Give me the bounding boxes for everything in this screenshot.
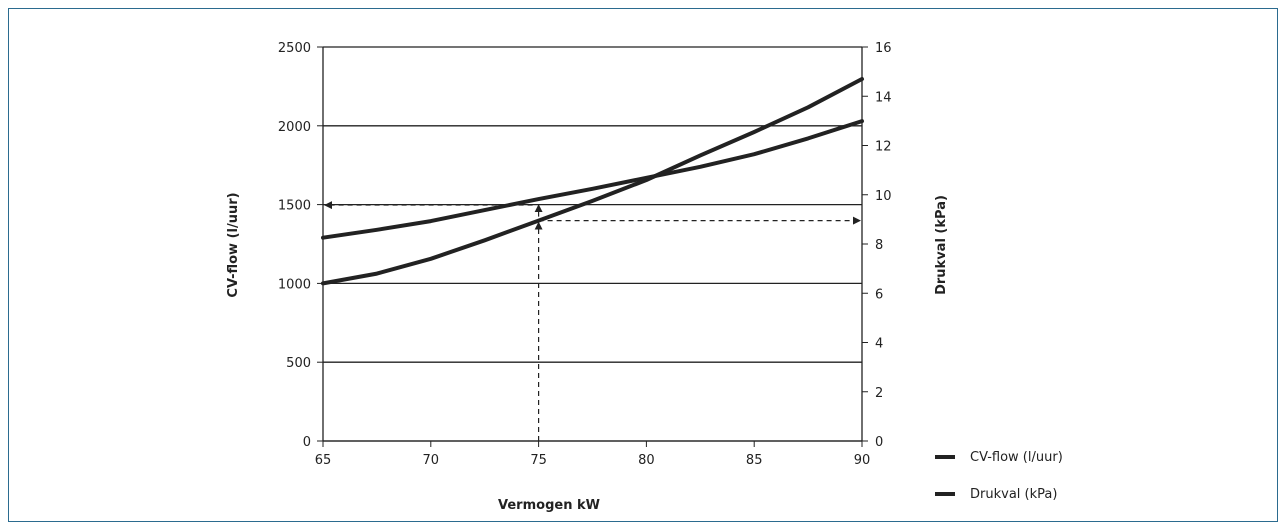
- x-tick-label: 90: [854, 453, 871, 468]
- y2-tick-labels: 0 2 4 6 8 10 12 14 16: [875, 41, 892, 450]
- y2-tick-label: 4: [875, 337, 883, 352]
- y2-tick-label: 6: [875, 287, 883, 302]
- y-tick-label: 500: [286, 356, 311, 371]
- series-line-drukval: [321, 77, 864, 286]
- y2-tick-label: 12: [875, 140, 892, 155]
- y2-tick-label: 0: [875, 435, 883, 450]
- y2-tick-label: 10: [875, 189, 892, 204]
- x-tick-label: 70: [423, 453, 440, 468]
- legend: CV-flow (l/uur) Drukval (kPa): [935, 450, 1063, 502]
- x-axis-title: Vermogen kW: [498, 498, 600, 513]
- x-tick-label: 75: [530, 453, 547, 468]
- y-tick-label: 1000: [278, 277, 311, 292]
- annotation-arrows: [324, 201, 861, 441]
- y-tick-label: 2500: [278, 41, 311, 56]
- legend-label-cv-flow: CV-flow (l/uur): [970, 450, 1063, 465]
- x-tick-label: 65: [315, 453, 332, 468]
- y-axis-title: CV-flow (l/uur): [226, 192, 241, 297]
- x-tick-label: 80: [638, 453, 655, 468]
- y2-tick-label: 8: [875, 238, 883, 253]
- y-tick-label: 1500: [278, 199, 311, 214]
- line-chart: 65 70 75 80 85 90 0 500 1000 1500 2000 2500 0 2 4 6 8 1…: [226, 41, 1063, 513]
- chart-frame: 65 70 75 80 85 90 0 500 1000 1500 2000 2500 0 2 4 6 8 1…: [8, 8, 1278, 522]
- y2-tick-label: 16: [875, 41, 892, 56]
- grid-lines: [323, 46, 862, 442]
- y2-tick-label: 14: [875, 90, 892, 105]
- y-tick-labels: 0 500 1000 1500 2000 2500: [278, 41, 311, 450]
- y-tick-label: 0: [303, 435, 311, 450]
- axes: [317, 46, 868, 447]
- y2-axis-title: Drukval (kPa): [934, 195, 949, 295]
- legend-label-drukval: Drukval (kPa): [970, 487, 1057, 502]
- y2-tick-label: 2: [875, 386, 883, 401]
- series-line-cv-flow: [321, 119, 864, 240]
- y-tick-label: 2000: [278, 120, 311, 135]
- x-tick-label: 85: [746, 453, 763, 468]
- x-tick-labels: 65 70 75 80 85 90: [315, 453, 871, 468]
- series-lines: [321, 77, 864, 286]
